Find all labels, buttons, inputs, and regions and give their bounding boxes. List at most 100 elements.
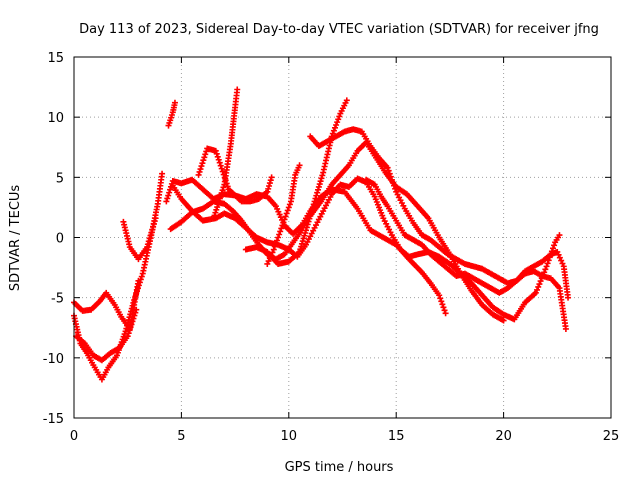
data-point bbox=[148, 229, 155, 236]
axis-ticks: 0 5 10 15 20 25 -15 -10 -5 0 5 10 15 bbox=[43, 51, 620, 444]
data-point bbox=[304, 221, 311, 228]
data-point bbox=[314, 189, 321, 196]
data-point bbox=[217, 162, 224, 169]
data-point bbox=[138, 273, 145, 280]
data-point bbox=[213, 206, 220, 213]
data-point bbox=[282, 213, 289, 220]
data-point bbox=[145, 238, 152, 245]
data-point bbox=[565, 294, 572, 301]
data-point bbox=[152, 215, 159, 222]
data-point bbox=[440, 304, 447, 311]
data-point bbox=[384, 164, 391, 171]
y-tick-label: 0 bbox=[56, 232, 64, 247]
data-point bbox=[270, 246, 277, 253]
data-point bbox=[214, 153, 221, 160]
data-point bbox=[215, 201, 222, 208]
data-point bbox=[310, 201, 317, 208]
data-point bbox=[133, 306, 140, 313]
data-point bbox=[562, 325, 569, 332]
data-point bbox=[278, 225, 285, 232]
data-point bbox=[285, 204, 292, 211]
data-point bbox=[267, 177, 274, 184]
data-point bbox=[318, 175, 325, 182]
data-point bbox=[273, 237, 280, 244]
data-point bbox=[144, 244, 151, 251]
series-arc-e bbox=[165, 99, 178, 129]
data-points bbox=[71, 86, 572, 383]
data-point bbox=[195, 171, 202, 178]
data-point bbox=[312, 195, 319, 202]
data-point bbox=[391, 182, 398, 189]
data-point bbox=[211, 212, 218, 219]
data-point bbox=[165, 192, 172, 199]
data-point bbox=[201, 154, 208, 161]
series-arc-j bbox=[210, 86, 241, 222]
data-point bbox=[308, 207, 315, 214]
data-point bbox=[151, 218, 158, 225]
data-point bbox=[219, 168, 226, 175]
data-point bbox=[202, 151, 209, 158]
y-tick-label: -5 bbox=[51, 292, 64, 307]
data-point bbox=[159, 170, 166, 177]
data-point bbox=[532, 289, 539, 296]
data-point bbox=[333, 121, 340, 128]
data-point bbox=[437, 295, 444, 302]
data-point bbox=[311, 198, 318, 205]
data-point bbox=[215, 198, 222, 205]
data-point bbox=[388, 176, 395, 183]
data-point bbox=[281, 216, 288, 223]
x-tick-label: 0 bbox=[70, 429, 78, 444]
data-point bbox=[218, 165, 225, 172]
data-point bbox=[551, 242, 558, 249]
y-tick-label: 10 bbox=[47, 111, 64, 126]
data-point bbox=[198, 163, 205, 170]
data-point bbox=[308, 209, 315, 216]
data-point bbox=[334, 119, 341, 126]
data-point bbox=[441, 307, 448, 314]
data-point bbox=[163, 198, 170, 205]
series-arc-l bbox=[264, 162, 303, 267]
y-tick-label: 5 bbox=[56, 171, 64, 186]
data-point bbox=[218, 189, 225, 196]
data-point bbox=[266, 180, 273, 187]
data-point bbox=[128, 321, 135, 328]
data-point bbox=[279, 222, 286, 229]
data-point bbox=[171, 99, 178, 106]
data-point bbox=[266, 182, 273, 189]
data-point bbox=[216, 159, 223, 166]
series-arc-g bbox=[167, 139, 507, 324]
data-point bbox=[167, 186, 174, 193]
data-point bbox=[331, 124, 338, 131]
data-point bbox=[135, 277, 142, 284]
data-point bbox=[125, 330, 132, 337]
data-point bbox=[315, 183, 322, 190]
data-point bbox=[316, 181, 323, 188]
data-point bbox=[343, 97, 350, 104]
data-point bbox=[220, 184, 227, 191]
data-point bbox=[214, 204, 221, 211]
data-point bbox=[271, 243, 278, 250]
data-point bbox=[309, 204, 316, 211]
data-point bbox=[130, 315, 137, 322]
data-point bbox=[277, 228, 284, 235]
data-point bbox=[389, 179, 396, 186]
y-tick-label: -15 bbox=[43, 412, 64, 427]
data-point bbox=[385, 167, 392, 174]
data-point bbox=[149, 226, 156, 233]
x-axis-label: GPS time / hours bbox=[285, 460, 394, 475]
data-point bbox=[442, 310, 449, 317]
chart-title: Day 113 of 2023, Sidereal Day-to-day VTE… bbox=[79, 22, 599, 37]
data-point bbox=[283, 210, 290, 217]
data-point bbox=[275, 234, 282, 241]
data-point bbox=[146, 235, 153, 242]
data-point bbox=[224, 183, 231, 190]
series-arc-c bbox=[73, 306, 140, 364]
data-point bbox=[313, 192, 320, 199]
data-point bbox=[200, 157, 207, 164]
data-point bbox=[276, 231, 283, 238]
data-point bbox=[272, 240, 279, 247]
data-point bbox=[150, 221, 157, 228]
data-point bbox=[234, 86, 241, 93]
x-tick-label: 15 bbox=[388, 429, 405, 444]
data-point bbox=[132, 309, 139, 316]
